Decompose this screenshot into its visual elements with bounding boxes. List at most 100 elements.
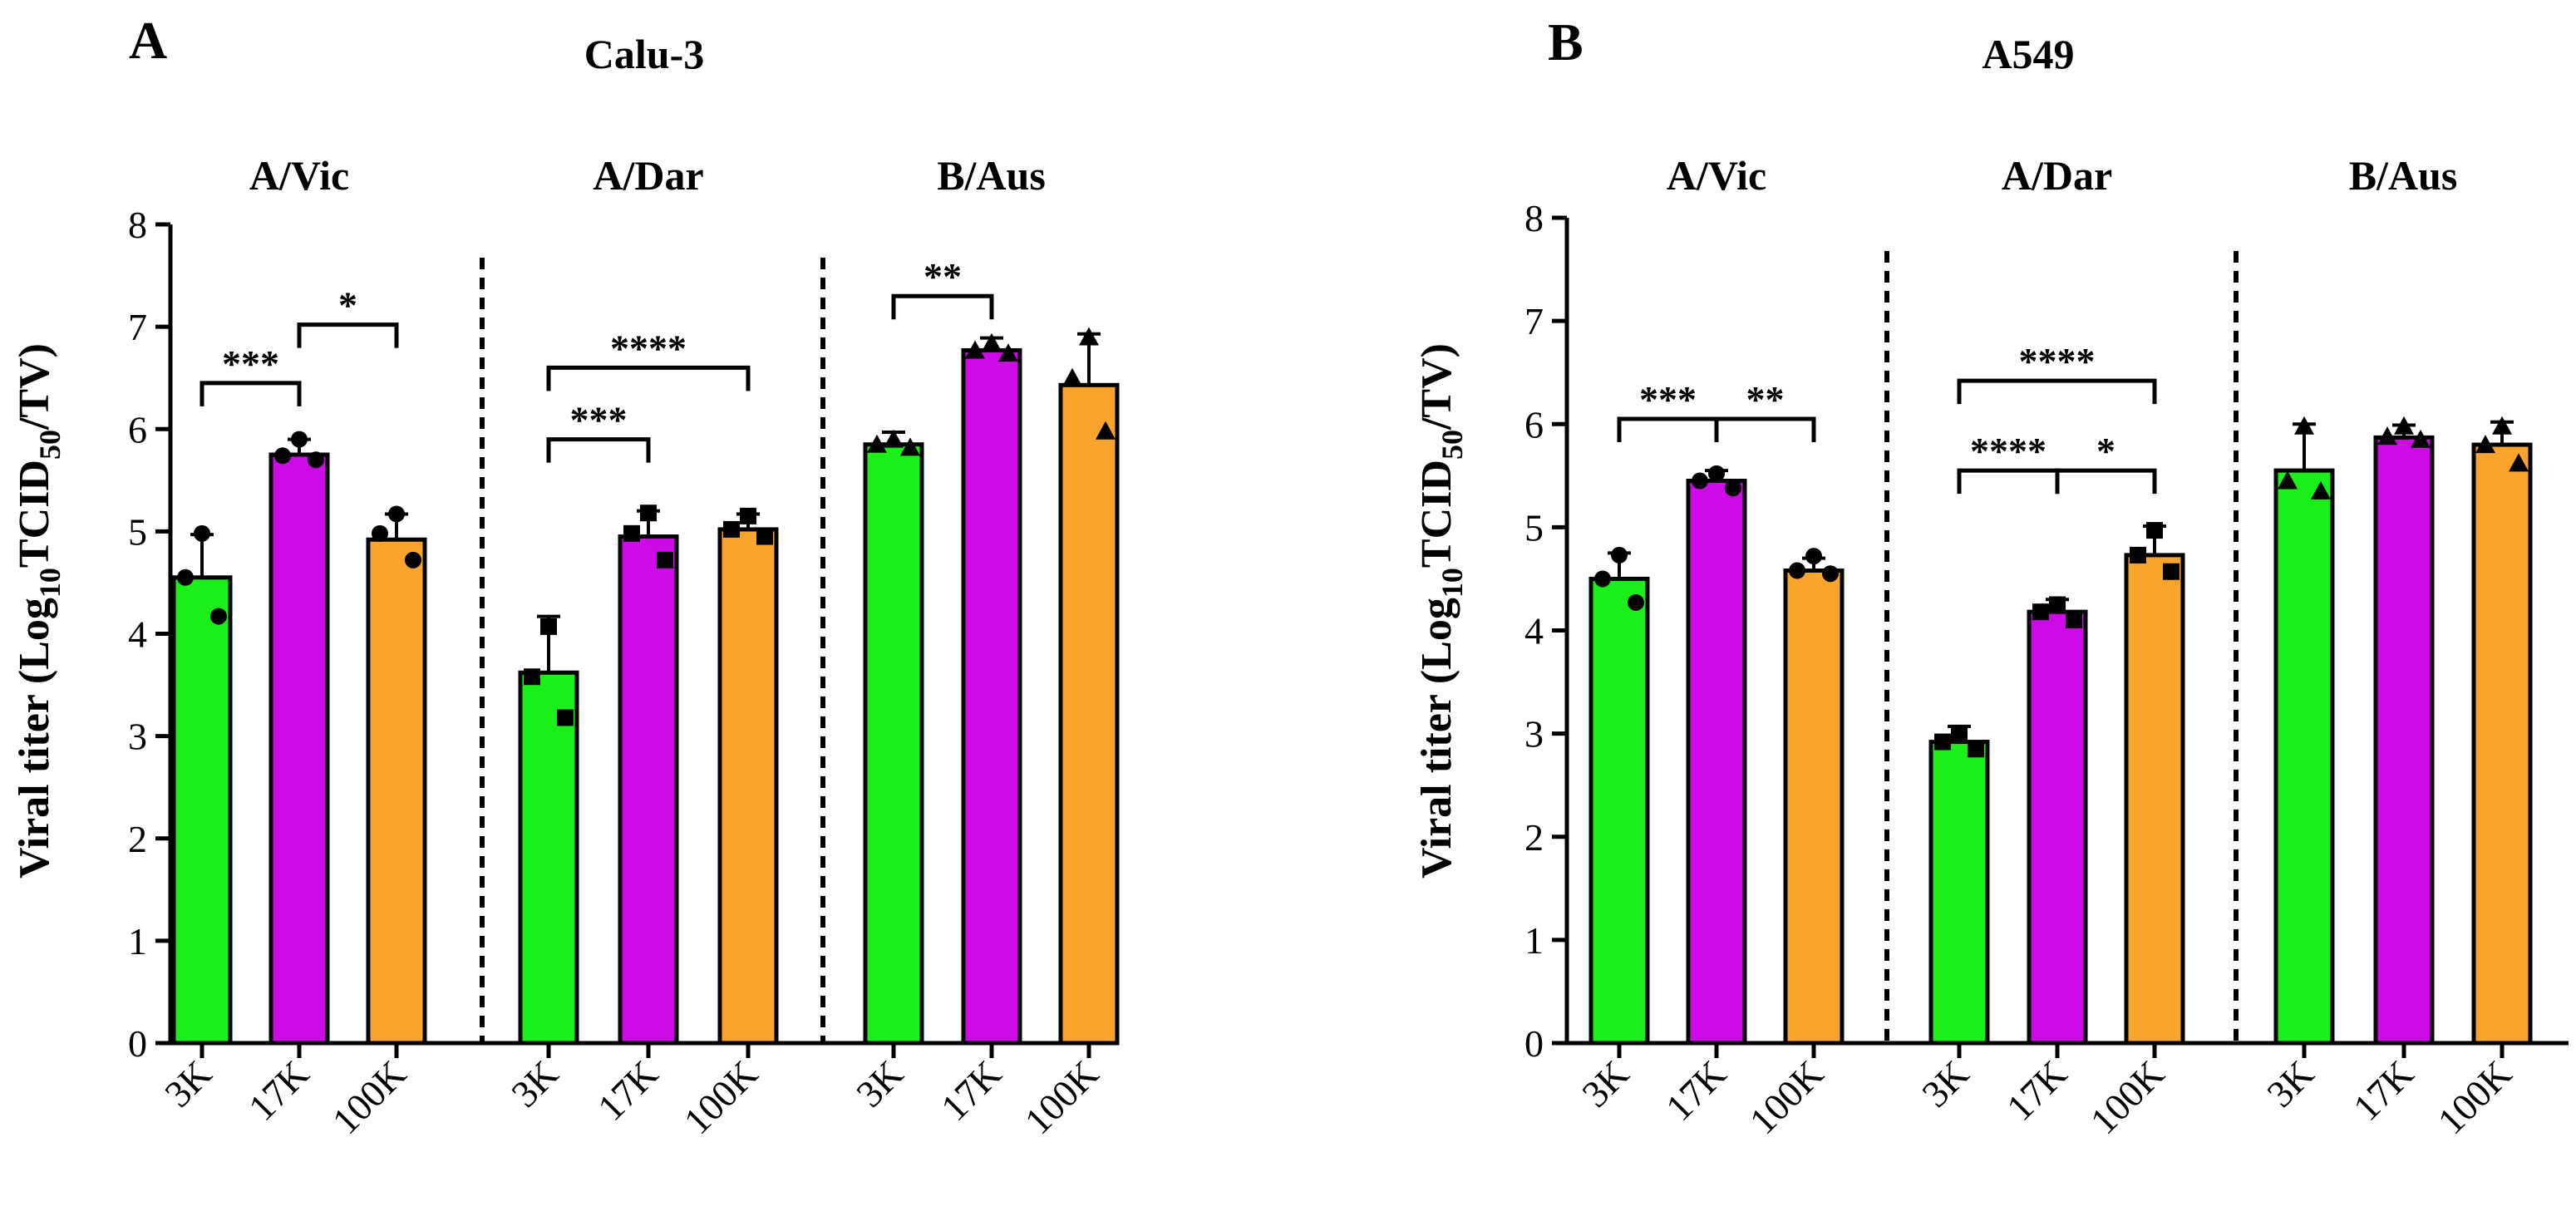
data-point bbox=[2311, 480, 2331, 500]
significance-label: *** bbox=[222, 342, 279, 385]
data-point bbox=[2377, 426, 2397, 445]
bar bbox=[268, 452, 330, 1046]
bar bbox=[1058, 382, 1120, 1046]
y-tick-label: 4 bbox=[1524, 610, 1544, 652]
x-tick-label: 100K bbox=[1741, 1052, 1831, 1142]
data-point bbox=[1968, 741, 1984, 758]
bar bbox=[2471, 442, 2533, 1046]
bar bbox=[2124, 553, 2185, 1046]
group-label: A/Vic bbox=[249, 152, 349, 199]
y-tick-label: 2 bbox=[128, 818, 147, 860]
data-point bbox=[1822, 565, 1839, 583]
data-point bbox=[2475, 435, 2495, 454]
data-point bbox=[2509, 453, 2529, 472]
group-label: B/Aus bbox=[2349, 152, 2458, 199]
significance-label: * bbox=[2096, 430, 2115, 472]
significance-label: **** bbox=[610, 327, 687, 369]
data-point bbox=[2411, 429, 2431, 448]
data-point bbox=[1611, 546, 1628, 564]
significance-label: **** bbox=[1970, 430, 2047, 472]
significance-bracket bbox=[546, 437, 651, 463]
data-point bbox=[2049, 596, 2066, 613]
data-point bbox=[2130, 546, 2146, 564]
x-tick-label: 17K bbox=[2345, 1052, 2421, 1129]
data-point bbox=[2278, 470, 2298, 490]
data-point bbox=[756, 528, 773, 545]
group-label: A/Vic bbox=[1667, 152, 1766, 199]
x-tick-label: 3K bbox=[156, 1052, 219, 1115]
data-point bbox=[900, 437, 920, 456]
group-label: A/Dar bbox=[2002, 152, 2112, 199]
data-point bbox=[2146, 522, 2163, 539]
data-point bbox=[884, 429, 904, 448]
y-tick-label: 0 bbox=[128, 1022, 147, 1065]
significance-bracket bbox=[297, 322, 399, 348]
significance-bracket bbox=[2055, 468, 2157, 495]
data-point bbox=[1789, 562, 1805, 579]
x-tick-label: 17K bbox=[1657, 1052, 1734, 1129]
significance-bracket bbox=[1714, 416, 1816, 443]
data-point bbox=[308, 451, 324, 469]
y-tick-label: 8 bbox=[128, 204, 147, 246]
data-point bbox=[194, 524, 210, 542]
data-point bbox=[998, 343, 1018, 362]
bar bbox=[1783, 569, 1845, 1046]
data-point bbox=[2394, 416, 2414, 435]
data-point bbox=[982, 332, 1002, 352]
panel-letter: B bbox=[1548, 12, 1584, 71]
x-tick-label: 100K bbox=[2430, 1052, 2519, 1142]
y-tick-label: 5 bbox=[128, 510, 147, 553]
bar bbox=[1686, 479, 1747, 1046]
data-point bbox=[2294, 416, 2314, 435]
significance-label: **** bbox=[2019, 340, 2096, 382]
x-tick-label: 17K bbox=[589, 1052, 666, 1129]
y-tick-label: 1 bbox=[1524, 919, 1544, 962]
significance-label: *** bbox=[1639, 378, 1697, 421]
y-tick-label: 1 bbox=[128, 920, 147, 962]
data-point bbox=[274, 447, 291, 465]
data-point bbox=[1805, 548, 1822, 565]
significance-label: * bbox=[338, 284, 357, 327]
y-tick-label: 3 bbox=[1524, 713, 1544, 756]
x-tick-label: 17K bbox=[1998, 1052, 2075, 1129]
data-point bbox=[623, 524, 640, 542]
significance-label: ** bbox=[924, 255, 962, 298]
chart-title: Calu-3 bbox=[584, 31, 704, 77]
y-axis-label: Viral titer (Log10TCID50/TV) bbox=[11, 343, 66, 879]
data-point bbox=[867, 434, 887, 453]
data-point bbox=[210, 608, 227, 625]
bar bbox=[618, 534, 679, 1046]
bar bbox=[171, 575, 233, 1046]
bar bbox=[1928, 740, 1990, 1046]
x-tick-label: 100K bbox=[1017, 1052, 1106, 1142]
data-point bbox=[1628, 593, 1644, 611]
data-point bbox=[557, 709, 574, 726]
data-point bbox=[965, 340, 985, 359]
data-point bbox=[291, 431, 308, 448]
significance-bracket bbox=[1957, 468, 2060, 495]
data-point bbox=[1062, 367, 1082, 386]
data-point bbox=[388, 505, 405, 523]
data-point bbox=[177, 569, 194, 586]
bar bbox=[2027, 609, 2088, 1046]
x-tick-label: 3K bbox=[848, 1052, 911, 1115]
data-point bbox=[1096, 421, 1116, 440]
y-tick-label: 0 bbox=[1524, 1022, 1544, 1065]
data-point bbox=[1725, 480, 1741, 497]
data-point bbox=[405, 551, 421, 569]
data-point bbox=[1708, 465, 1725, 482]
y-tick-label: 6 bbox=[128, 408, 147, 450]
panel-letter: A bbox=[129, 11, 167, 70]
significance-bracket bbox=[891, 293, 994, 320]
x-tick-label: 3K bbox=[1914, 1052, 1977, 1115]
bar bbox=[2373, 435, 2435, 1046]
significance-bracket bbox=[546, 365, 751, 391]
data-point bbox=[1692, 472, 1708, 490]
significance-label: *** bbox=[570, 399, 628, 441]
data-point bbox=[740, 507, 756, 524]
bar bbox=[717, 527, 779, 1046]
bar bbox=[2273, 468, 2335, 1046]
panel-a: A Calu-3 Viral titer (Log10TCID50/TV) 0 1… bbox=[11, 11, 1120, 1142]
